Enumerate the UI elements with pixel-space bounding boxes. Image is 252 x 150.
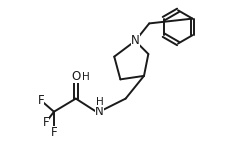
Text: N: N — [95, 105, 103, 118]
Text: N: N — [130, 34, 139, 47]
Text: F: F — [50, 126, 57, 139]
Text: H: H — [95, 97, 103, 107]
Text: H: H — [81, 72, 89, 82]
Text: O: O — [71, 70, 80, 83]
Text: F: F — [43, 116, 49, 129]
Text: F: F — [37, 94, 44, 107]
